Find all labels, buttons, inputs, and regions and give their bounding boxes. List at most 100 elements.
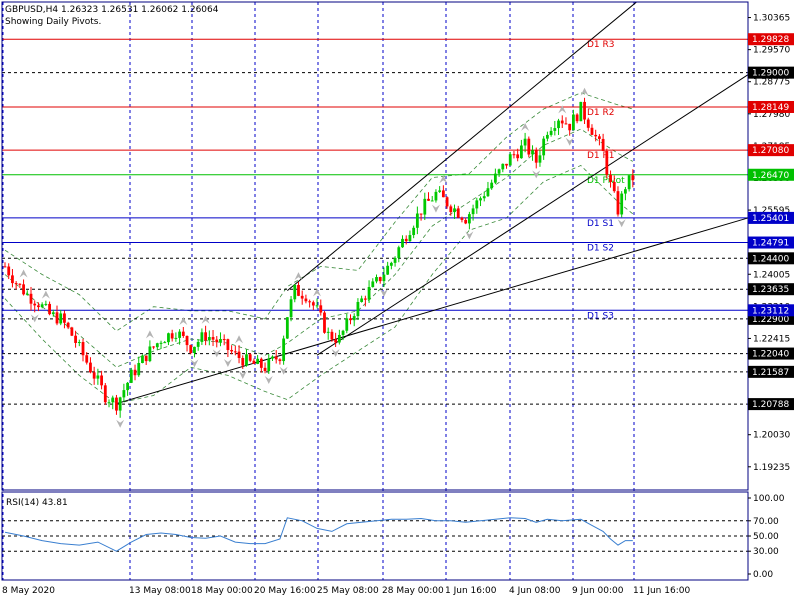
candle-body bbox=[375, 277, 378, 282]
candle-body bbox=[505, 163, 508, 166]
fractal-down-marker bbox=[212, 349, 221, 358]
time-label: 13 May 08:00 bbox=[129, 586, 191, 596]
candle-body bbox=[118, 397, 122, 411]
candle-body bbox=[148, 346, 152, 362]
candle-body bbox=[445, 197, 449, 207]
rsi-line bbox=[4, 517, 633, 552]
trendline[interactable] bbox=[287, 1, 637, 291]
candle-body bbox=[185, 335, 189, 346]
pivot-label: D1 R1 bbox=[587, 151, 615, 161]
candle-body bbox=[415, 213, 419, 228]
candle-body bbox=[423, 198, 427, 215]
pivot-price-tag bbox=[748, 144, 794, 157]
candle-body bbox=[285, 317, 289, 339]
candle-body bbox=[297, 284, 300, 296]
fractal-up-marker bbox=[521, 122, 530, 131]
time-label: 1 Jun 16:00 bbox=[445, 586, 497, 596]
candle-body bbox=[155, 343, 159, 348]
candle-body bbox=[401, 238, 404, 248]
candle-body bbox=[304, 298, 308, 302]
fractal-down-marker bbox=[431, 204, 440, 213]
pivot-label: D1 R3 bbox=[587, 40, 615, 50]
candle-body bbox=[85, 355, 89, 363]
candle-body bbox=[412, 227, 416, 236]
price-level-tag bbox=[748, 347, 794, 360]
time-label: 18 May 00:00 bbox=[191, 586, 253, 596]
fractal-up-marker bbox=[201, 315, 210, 324]
candle-body bbox=[167, 333, 170, 343]
fractal-up-marker bbox=[145, 330, 154, 339]
candle-body bbox=[18, 283, 22, 285]
candle-body bbox=[360, 298, 364, 302]
candle-body bbox=[204, 332, 208, 341]
candle-body bbox=[11, 275, 14, 284]
candle-body bbox=[22, 284, 25, 295]
candle-body bbox=[122, 390, 126, 398]
candle-body bbox=[627, 175, 631, 190]
candle-body bbox=[345, 318, 349, 331]
fractal-down-marker bbox=[223, 359, 232, 368]
candle-body bbox=[519, 145, 523, 159]
candle-body bbox=[129, 369, 133, 383]
rsi-tick-label: 70.00 bbox=[753, 517, 779, 527]
candle-body bbox=[63, 313, 66, 323]
candle-body bbox=[189, 345, 193, 354]
candle-body bbox=[404, 238, 408, 242]
candle-body bbox=[516, 154, 520, 159]
price-level-text: 1.29000 bbox=[752, 69, 789, 79]
bollinger-lower bbox=[4, 165, 634, 405]
symbol-info: GBPUSD,H4 1.26323 1.26531 1.26062 1.2606… bbox=[5, 5, 219, 15]
price-level-tag bbox=[748, 66, 794, 79]
candle-body bbox=[308, 301, 312, 303]
candle-body bbox=[464, 219, 468, 224]
candle-body bbox=[319, 305, 323, 313]
candle-body bbox=[37, 305, 40, 308]
trendlines[interactable] bbox=[116, 1, 749, 405]
trendline[interactable] bbox=[116, 217, 749, 405]
candle-body bbox=[252, 360, 256, 364]
candle-body bbox=[393, 257, 397, 263]
candle-body bbox=[237, 351, 241, 358]
candle-body bbox=[367, 287, 371, 300]
trendline[interactable] bbox=[316, 74, 749, 356]
fractal-up-marker bbox=[235, 335, 244, 344]
price-level-text: 1.20788 bbox=[752, 400, 789, 410]
time-label: 4 Jun 08:00 bbox=[509, 586, 561, 596]
candle-body bbox=[274, 356, 278, 360]
candle-body bbox=[230, 349, 234, 352]
candle-body bbox=[538, 155, 542, 163]
candle-body bbox=[159, 342, 163, 344]
price-level-text: 1.21587 bbox=[752, 368, 789, 378]
candle-body bbox=[55, 312, 59, 324]
candle-body bbox=[323, 312, 326, 333]
price-tick-label: 1.22415 bbox=[753, 334, 790, 344]
candle-body bbox=[137, 363, 141, 376]
candle-body bbox=[408, 235, 412, 242]
time-label: 9 Jun 00:00 bbox=[572, 586, 624, 596]
price-level-tag bbox=[748, 283, 794, 296]
price-tick-label: 1.27980 bbox=[753, 110, 790, 120]
candle-body bbox=[103, 385, 107, 403]
fractal-up-marker bbox=[179, 316, 188, 325]
candle-body bbox=[74, 335, 77, 343]
indicator-note: Showing Daily Pivots. bbox=[5, 17, 101, 27]
candle-body bbox=[226, 339, 230, 350]
candle-body bbox=[545, 134, 549, 139]
fractal-up-marker bbox=[580, 87, 589, 96]
candle-body bbox=[222, 339, 226, 341]
rsi-panel: RSI(14) 43.81 bbox=[2, 498, 748, 552]
candle-body bbox=[326, 331, 330, 333]
price-tick-label: 1.29570 bbox=[753, 46, 790, 56]
candle-body bbox=[564, 123, 568, 125]
time-label: 11 Jun 16:00 bbox=[633, 586, 690, 596]
candle-body bbox=[620, 193, 624, 215]
candle-body bbox=[211, 337, 215, 340]
pivot-price-text: 1.23112 bbox=[752, 306, 789, 316]
candle-body bbox=[81, 342, 85, 356]
candle-body bbox=[219, 339, 222, 343]
candle-body bbox=[549, 130, 553, 135]
candle-body bbox=[241, 357, 245, 366]
rsi-tick-label: 30.00 bbox=[753, 547, 779, 557]
